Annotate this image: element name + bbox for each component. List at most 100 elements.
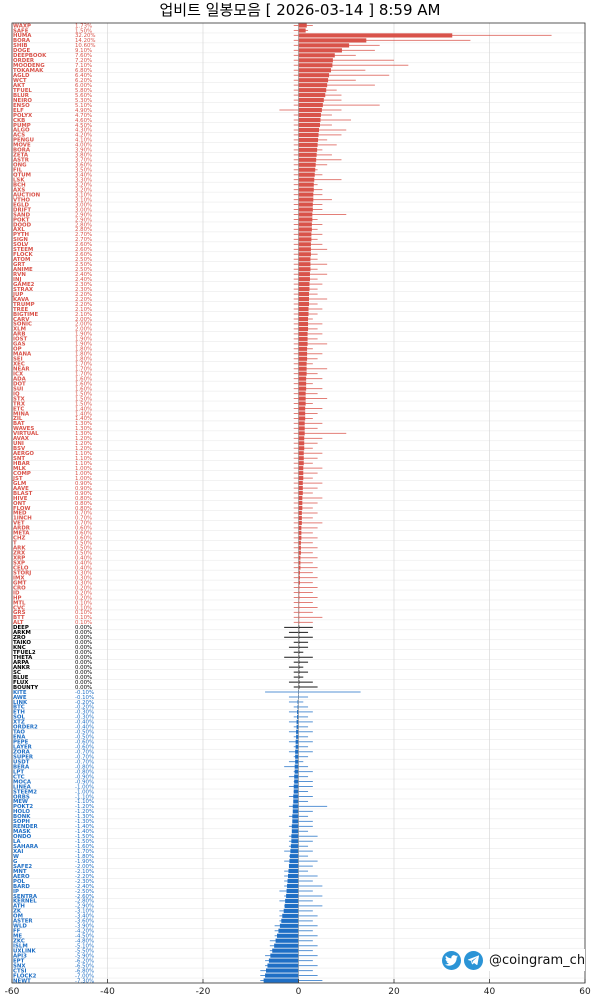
bar-bora bbox=[298, 38, 367, 43]
coin-label-ath: ATH bbox=[13, 904, 25, 910]
value-label-flux: 0.00% bbox=[75, 680, 92, 686]
value-label-bigtime: 2.10% bbox=[75, 312, 92, 318]
coin-label-xtz: XTZ bbox=[13, 720, 25, 726]
bar-zro bbox=[298, 635, 300, 640]
coin-label-knc: KNC bbox=[13, 645, 26, 651]
value-label-kite: -0.10% bbox=[75, 690, 94, 696]
coin-label-vet: VET bbox=[13, 521, 25, 527]
bar-zkc bbox=[275, 938, 299, 943]
value-label-lpt: -0.80% bbox=[75, 769, 94, 775]
bar-deep bbox=[298, 625, 300, 630]
coin-label-kernel: KERNEL bbox=[13, 899, 37, 905]
bar-grt bbox=[298, 262, 311, 267]
value-label-layer: -0.60% bbox=[75, 745, 94, 751]
coin-label-gmt: GMT bbox=[13, 580, 27, 586]
value-label-zk: -3.10% bbox=[75, 909, 94, 915]
value-label-polyx: 4.70% bbox=[75, 113, 92, 119]
value-label-axl: 2.80% bbox=[75, 227, 92, 233]
coin-label-mew: MEW bbox=[13, 799, 28, 805]
coin-label-xlm: XLM bbox=[13, 327, 26, 333]
coin-label-acs: ACS bbox=[13, 133, 25, 139]
bar-jup bbox=[298, 291, 310, 297]
value-label-sol: -0.30% bbox=[75, 715, 94, 721]
twitter-icon bbox=[442, 950, 461, 970]
coin-label-order2: ORDER2 bbox=[13, 725, 38, 731]
value-label-bat: 1.30% bbox=[75, 421, 92, 427]
value-label-egld: 3.00% bbox=[75, 202, 92, 208]
coin-label-orbs: ORBS bbox=[13, 794, 30, 800]
value-label-knc: 0.00% bbox=[75, 645, 92, 651]
coin-label-virtual: VIRTUAL bbox=[13, 431, 39, 437]
bar-link bbox=[297, 699, 299, 705]
coin-label-deepbook: DEEPBOOK bbox=[13, 53, 47, 59]
coin-label-pokt: POKT bbox=[13, 217, 30, 223]
bar-med bbox=[298, 510, 302, 516]
bar-agld bbox=[298, 73, 330, 78]
coin-label-xrp: XRP bbox=[13, 556, 25, 562]
value-label-sc: 0.00% bbox=[75, 670, 92, 676]
coin-label-1inch: 1INCH bbox=[13, 516, 32, 522]
coin-label-aave: AAVE bbox=[13, 486, 29, 492]
value-label-ctsi: -6.80% bbox=[75, 968, 94, 974]
coin-label-mana: MANA bbox=[13, 352, 32, 358]
coin-label-w: W bbox=[13, 854, 19, 860]
x-tick-label: 20 bbox=[388, 987, 400, 997]
bar-layer bbox=[263, 23, 453, 983]
value-label-gmt: 0.30% bbox=[75, 580, 92, 586]
value-label-drift: 3.00% bbox=[75, 207, 92, 213]
coin-label-pol: POL bbox=[13, 879, 26, 885]
value-label-blur: 5.60% bbox=[75, 93, 92, 99]
value-label-taiko: 0.00% bbox=[75, 640, 92, 646]
coin-label-game2: GAME2 bbox=[13, 282, 35, 288]
bar-mina bbox=[298, 411, 306, 416]
bar-xai bbox=[290, 849, 299, 854]
value-label-solv: 2.60% bbox=[75, 242, 92, 248]
bar-sei bbox=[298, 356, 308, 361]
coin-label-ondo: ONDO bbox=[13, 834, 32, 840]
coin-label-op: OP bbox=[13, 347, 22, 353]
bar-holo bbox=[292, 809, 299, 814]
value-label-xlm: 2.00% bbox=[75, 327, 92, 333]
coin-label-bch: BCH bbox=[13, 182, 26, 188]
value-label-snx: -6.50% bbox=[75, 963, 94, 969]
value-label-btt: 0.10% bbox=[75, 615, 92, 621]
bar-blur bbox=[298, 93, 326, 98]
bar-vet bbox=[298, 520, 302, 525]
value-label-bsv: 1.20% bbox=[75, 446, 92, 452]
value-label-bard: -2.40% bbox=[75, 884, 94, 890]
coin-label-deep: DEEP bbox=[13, 625, 29, 631]
value-label-hbar: 1.10% bbox=[75, 461, 92, 467]
coin-label-stx: STX bbox=[13, 396, 26, 402]
coin-label-newt: NEWT bbox=[13, 978, 31, 984]
coin-label-zrx: ZRX bbox=[13, 551, 26, 557]
bar-taiko bbox=[298, 640, 300, 645]
bar-ctc bbox=[294, 774, 299, 779]
coin-label-bounty: BOUNTY bbox=[13, 685, 38, 691]
coin-label-bora: BORA bbox=[13, 148, 31, 154]
value-label-aero: -2.20% bbox=[75, 874, 94, 880]
coin-label-aergo: AERGO bbox=[13, 451, 34, 457]
value-label-eth: -0.30% bbox=[75, 710, 94, 716]
coin-label-wct: WCT bbox=[13, 78, 27, 84]
value-label-usdt: -0.70% bbox=[75, 759, 94, 765]
value-label-tao: -0.50% bbox=[75, 730, 94, 736]
coin-label-pump: PUMP bbox=[13, 123, 31, 129]
value-label-waxp: 1.73% bbox=[75, 23, 92, 29]
bar-qtum bbox=[298, 172, 315, 177]
bar-sahara bbox=[290, 844, 299, 849]
bar-tao bbox=[296, 729, 299, 734]
bar-usdt bbox=[295, 759, 299, 764]
bar-sol bbox=[297, 714, 299, 719]
value-label-sahara: -1.60% bbox=[75, 844, 94, 850]
coin-label-zeta: ZETA bbox=[13, 153, 29, 159]
bar-ctsi bbox=[266, 968, 299, 973]
bar-near bbox=[298, 366, 307, 371]
telegram-icon bbox=[464, 950, 483, 970]
coin-label-arb: ARB bbox=[13, 332, 25, 338]
coin-label-moodeng: MOODENG bbox=[13, 63, 45, 69]
coin-label-atom: ATOM bbox=[13, 257, 30, 263]
value-label-islm: -5.10% bbox=[75, 943, 94, 949]
value-label-inj: 2.40% bbox=[75, 277, 92, 283]
coin-label-mina: MINA bbox=[13, 411, 30, 417]
value-label-pol: -2.30% bbox=[75, 879, 94, 885]
